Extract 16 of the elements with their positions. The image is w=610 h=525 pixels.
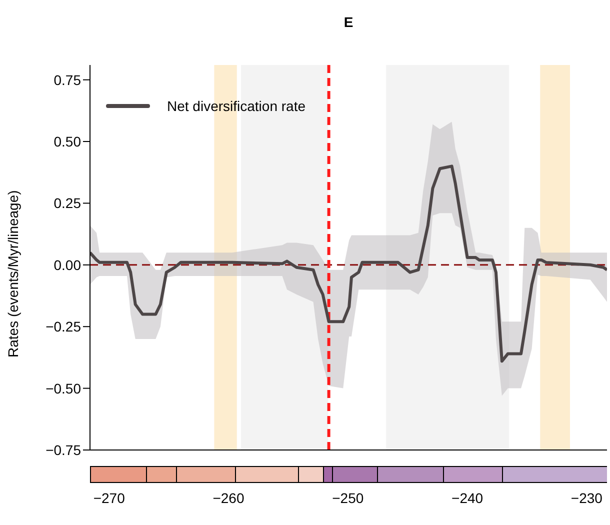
x-tick-label: −270: [93, 490, 126, 506]
x-tick-label: −230: [570, 490, 603, 506]
y-tick-label: 0.50: [54, 133, 82, 150]
legend-label: Net diversification rate: [167, 98, 306, 114]
chart-title: E: [342, 14, 354, 30]
y-tick-label: 0.75: [54, 72, 82, 88]
x-tick-label: −240: [452, 490, 484, 506]
y-axis-title: Rates (events/Myr/lineage): [4, 190, 21, 358]
y-tick-label: −0.50: [46, 380, 82, 396]
y-tick-label: −0.75: [46, 442, 82, 458]
y-tick-label: 0.25: [54, 195, 82, 212]
x-tick-label: −250: [332, 490, 364, 506]
y-tick-label: 0.00: [54, 256, 82, 273]
y-tick-label: −0.25: [46, 318, 82, 335]
x-tick-label: −260: [212, 490, 244, 506]
line-series: [90, 164, 607, 363]
